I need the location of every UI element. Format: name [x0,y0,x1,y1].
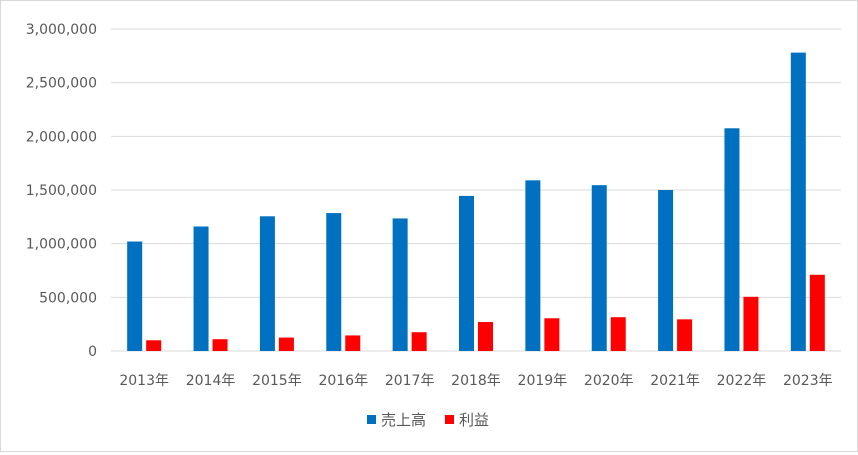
x-tick-label: 2019年 [518,373,568,389]
y-tick-label: 2,000,000 [26,129,97,145]
x-tick-label: 2014年 [186,373,236,389]
y-tick-label: 1,000,000 [26,237,97,253]
x-tick-label: 2015年 [252,373,302,389]
bar-profit [146,340,162,351]
x-tick-label: 2021年 [650,373,700,389]
y-tick-label: 2,500,000 [26,76,97,92]
bar-sales [591,185,607,351]
x-tick-label: 2016年 [318,373,368,389]
x-tick-label: 2018年 [451,373,501,389]
y-tick-label: 1,500,000 [26,183,97,199]
y-tick-label: 3,000,000 [26,22,97,38]
legend-swatch [367,415,376,424]
bar-sales [326,213,342,351]
bar-profit [411,332,427,351]
x-tick-label: 2017年 [385,373,435,389]
bar-profit [278,337,294,351]
bar-profit [478,322,493,351]
bar-sales [525,180,541,351]
bar-sales [259,216,275,351]
bar-sales [459,195,474,351]
bar-profit [544,318,560,351]
bars [127,52,825,351]
bar-profit [809,274,825,351]
y-tick-label: 0 [88,344,97,360]
x-axis-ticks: 2013年 2014年 2015年 2016年 2017年 2018年 2019年 2020年… [119,373,832,389]
x-tick-label: 2022年 [717,373,767,389]
bar-profit [610,317,626,351]
bar-profit [212,339,228,351]
x-tick-label: 2023年 [783,373,833,389]
x-tick-label: 2013年 [119,373,169,389]
bar-profit [743,296,759,351]
bar-sales [658,190,674,351]
bar-sales [790,52,806,351]
legend: 売上高 利益 [367,411,489,429]
x-tick-label: 2020年 [584,373,634,389]
gridlines [111,28,841,352]
bar-sales [193,226,209,351]
legend-label: 売上高 [381,411,426,429]
legend-swatch [445,415,454,424]
legend-label: 利益 [459,411,489,429]
bar-profit [677,319,693,351]
bar-sales [127,241,143,351]
y-axis-ticks: 0 500,000 1,000,000 1,500,000 2,000,000 2,500… [26,22,97,360]
bar-profit [345,335,361,351]
bar-sales [724,128,740,351]
y-tick-label: 500,000 [39,290,97,306]
bar-sales [392,218,408,351]
